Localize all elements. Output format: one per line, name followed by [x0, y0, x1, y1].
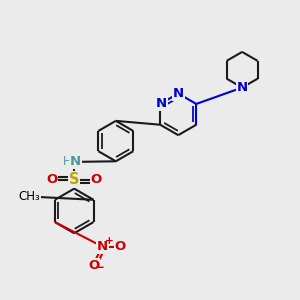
Text: S: S: [69, 172, 80, 187]
Text: N: N: [237, 81, 248, 94]
Text: H: H: [62, 155, 71, 168]
Text: +: +: [105, 236, 113, 246]
Text: N: N: [97, 240, 108, 253]
Text: O: O: [91, 173, 102, 186]
Text: N: N: [70, 155, 81, 168]
Text: N: N: [173, 87, 184, 100]
Text: N: N: [156, 98, 167, 110]
Text: O: O: [88, 259, 99, 272]
Text: O: O: [115, 240, 126, 253]
Text: −: −: [95, 261, 105, 274]
Text: O: O: [46, 173, 58, 186]
Text: CH₃: CH₃: [19, 190, 40, 203]
